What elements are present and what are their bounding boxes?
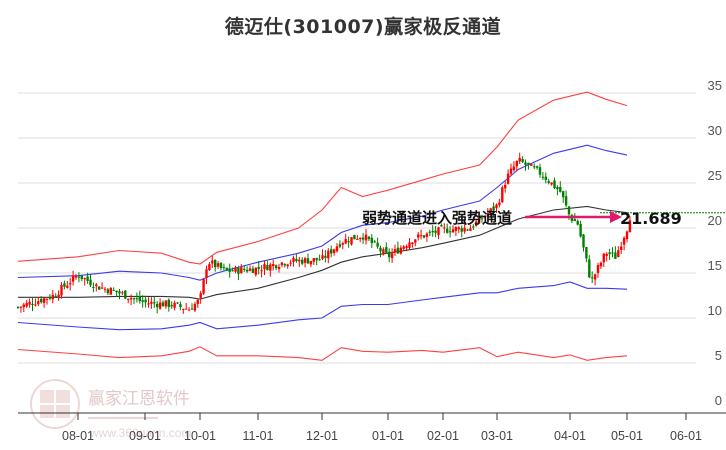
price-label: 21.689 — [620, 209, 682, 228]
svg-text:5: 5 — [715, 348, 722, 363]
svg-text:09-01: 09-01 — [129, 429, 161, 443]
candlesticks — [16, 152, 632, 314]
upper-inner-band-line — [17, 144, 628, 281]
svg-text:10-01: 10-01 — [184, 429, 216, 443]
channel-bands — [17, 91, 628, 361]
mid-line-line — [18, 205, 628, 300]
svg-text:10: 10 — [708, 303, 722, 318]
chart-title: 德迈仕(301007)赢家极反通道 — [224, 16, 502, 38]
watermark: 赢家江恩软件 www.360gann.com — [30, 379, 191, 440]
svg-text:0: 0 — [715, 393, 722, 408]
annotation: 弱势通道进入强势通道 21.689 — [362, 209, 682, 228]
svg-text:02-01: 02-01 — [427, 429, 459, 443]
annotation-text: 弱势通道进入强势通道 — [362, 209, 512, 227]
upper-outer-band-line — [17, 91, 628, 265]
annotation-arrow-head — [610, 211, 622, 223]
svg-text:01-01: 01-01 — [372, 429, 404, 443]
svg-text:15: 15 — [708, 258, 722, 273]
y-axis-labels: 0 5 10 15 20 25 30 35 — [708, 78, 722, 408]
svg-text:35: 35 — [708, 78, 722, 93]
grid-lines — [18, 92, 696, 364]
svg-text:12-01: 12-01 — [306, 429, 338, 443]
x-axis-labels: 08-01 09-01 10-01 11-01 12-01 01-01 02-01 03-01… — [62, 413, 702, 443]
svg-text:05-01: 05-01 — [611, 429, 643, 443]
svg-text:06-01: 06-01 — [670, 429, 702, 443]
svg-text:30: 30 — [708, 123, 722, 138]
watermark-url: www.360gann.com — [89, 426, 191, 440]
svg-text:11-01: 11-01 — [242, 429, 273, 443]
lower-outer-band-line — [17, 346, 628, 361]
svg-text:03-01: 03-01 — [481, 429, 513, 443]
svg-text:08-01: 08-01 — [62, 429, 94, 443]
svg-text:04-01: 04-01 — [554, 429, 586, 443]
lower-inner-band-line — [17, 281, 628, 331]
watermark-brand: 赢家江恩软件 — [88, 389, 190, 409]
svg-text:25: 25 — [708, 168, 722, 183]
svg-text:20: 20 — [708, 213, 722, 228]
